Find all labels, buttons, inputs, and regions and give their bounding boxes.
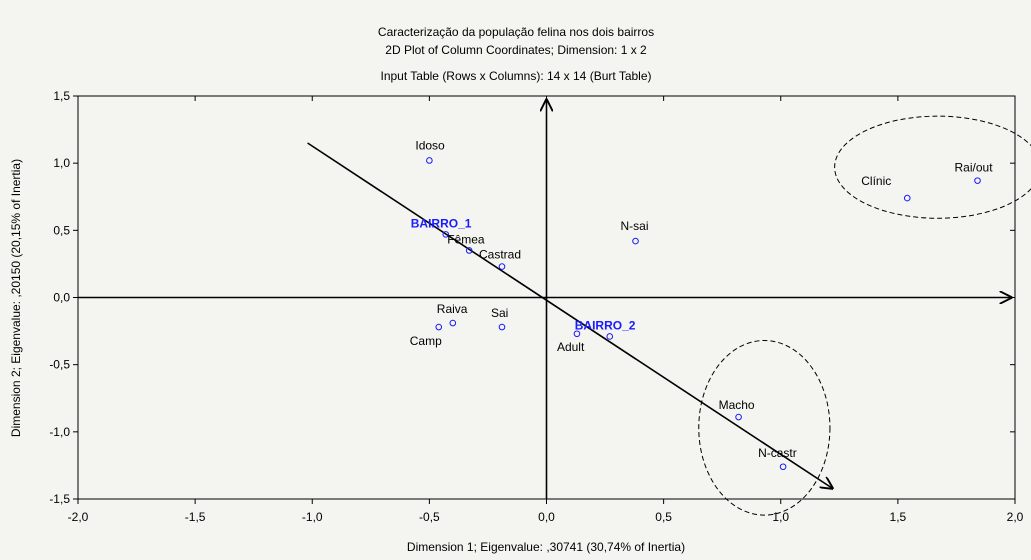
data-point-label: Rai/out [955, 161, 994, 175]
data-point-label: Fêmea [447, 232, 485, 246]
data-point [465, 247, 473, 254]
data-point-label: Macho [719, 398, 755, 412]
y-tick-label: 1,0 [53, 156, 70, 170]
data-point-label: Camp [410, 334, 442, 348]
cluster-ellipse [698, 339, 831, 516]
x-tick-label: -2,0 [68, 510, 89, 524]
trend-arrow [307, 142, 833, 488]
x-tick-label: -1,5 [185, 510, 206, 524]
data-point [903, 194, 911, 202]
chart-subtitle-2: Input Table (Rows x Columns): 14 x 14 (B… [380, 69, 651, 83]
data-point-label: BAIRRO_1 [411, 216, 472, 230]
data-point-label: Castrad [479, 248, 521, 262]
y-axis-label: Dimension 2; Eigenvalue: ,20150 (20,15% … [9, 159, 23, 437]
data-point [449, 319, 457, 327]
x-tick-label: 2,0 [1007, 510, 1024, 524]
y-tick-label: -1,5 [49, 492, 70, 506]
plot-area: -2,0 -1,5 -1,0 -0,5 0,0 0,5 1,0 1,5 2,0 -1,5 -1,0 -… [49, 89, 1031, 524]
data-point-label: N-sai [621, 219, 649, 233]
data-point-label: N-castr [758, 446, 797, 460]
data-point [632, 237, 639, 245]
y-tick-label: -1,0 [49, 425, 70, 439]
data-point [498, 323, 506, 331]
data-point-label: Sai [491, 306, 508, 320]
data-point [735, 413, 742, 421]
data-point-label: Clínic [861, 174, 891, 188]
x-tick-label: 1,5 [890, 510, 907, 524]
x-tick-label: 0,5 [655, 510, 672, 524]
chart-title: Caracterização da população felina nos d… [378, 25, 654, 39]
y-tick-label: -0,5 [49, 358, 70, 372]
data-point [498, 263, 506, 270]
data-point-label: Adult [557, 340, 585, 354]
y-tick-label: 0,5 [53, 223, 70, 237]
data-point [573, 330, 581, 338]
data-point [606, 333, 614, 340]
data-point [779, 463, 787, 471]
x-tick-label: -1,0 [302, 510, 323, 524]
data-point [435, 323, 443, 331]
data-point [442, 231, 450, 238]
cluster-ellipse [834, 115, 1031, 219]
chart-subtitle: 2D Plot of Column Coordinates; Dimension… [385, 43, 647, 57]
x-axis-label: Dimension 1; Eigenvalue: ,30741 (30,74% … [407, 540, 685, 554]
x-tick-label: -0,5 [419, 510, 440, 524]
data-point-label: Idoso [415, 138, 445, 152]
data-point-label: BAIRRO_2 [575, 318, 636, 332]
x-tick-label: 1,0 [772, 510, 789, 524]
data-point-label: Raiva [437, 302, 468, 316]
y-tick-label: 0,0 [53, 291, 70, 305]
data-point [974, 177, 981, 184]
y-tick-label: 1,5 [53, 89, 70, 103]
x-tick-label: 0,0 [538, 510, 555, 524]
data-point [426, 157, 433, 164]
